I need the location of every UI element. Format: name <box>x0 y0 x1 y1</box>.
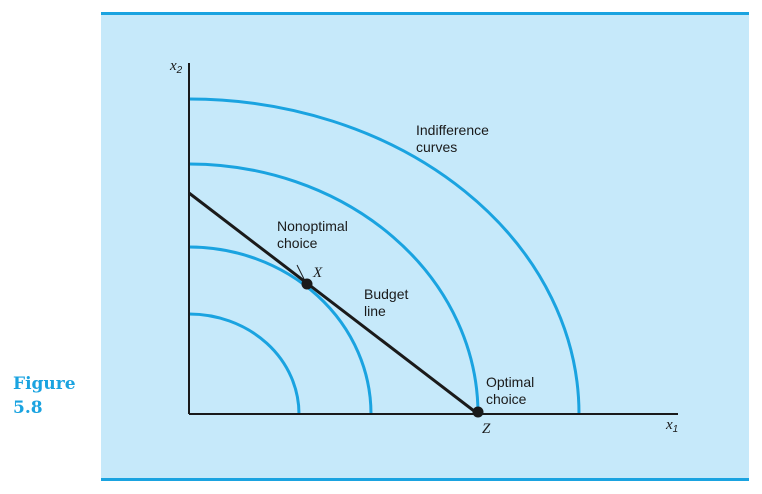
optimal-label-line2: choice <box>486 391 527 407</box>
y-axis-label: x2 <box>169 58 183 76</box>
figure-word: Figure <box>13 374 76 394</box>
diagram-svg: x2 x1 Indifference curves Nonoptimal cho… <box>169 58 678 437</box>
indifference-curve-1 <box>188 312 301 415</box>
x-axis-subscript: 1 <box>673 424 679 435</box>
figure-number: 5.8 <box>13 398 43 418</box>
budget-label-line2: line <box>364 303 386 319</box>
point-x <box>301 278 313 290</box>
y-axis-symbol: x <box>169 58 177 74</box>
point-x-label: X <box>312 265 323 281</box>
figure-label: Figure 5.8 <box>13 372 93 420</box>
nonoptimal-label-line1: Nonoptimal <box>277 218 348 234</box>
optimal-label-line1: Optimal <box>486 374 534 390</box>
nonoptimal-label-line2: choice <box>277 235 318 251</box>
indifference-curve-3 <box>188 162 480 415</box>
budget-label-line1: Budget <box>364 286 408 302</box>
point-z <box>472 406 484 418</box>
indifference-label-line2: curves <box>416 139 457 155</box>
x-axis-symbol: x <box>665 417 673 433</box>
nonoptimal-pointer <box>296 264 306 282</box>
x-axis-label: x1 <box>665 417 678 435</box>
indifference-label-line1: Indifference <box>416 122 489 138</box>
indifference-curve-2 <box>188 245 373 415</box>
point-z-label: Z <box>482 421 491 437</box>
budget-line <box>188 191 479 416</box>
indifference-curve-4 <box>188 97 581 415</box>
y-axis-subscript: 2 <box>176 65 183 76</box>
diagram-panel: x2 x1 Indifference curves Nonoptimal cho… <box>101 12 749 481</box>
